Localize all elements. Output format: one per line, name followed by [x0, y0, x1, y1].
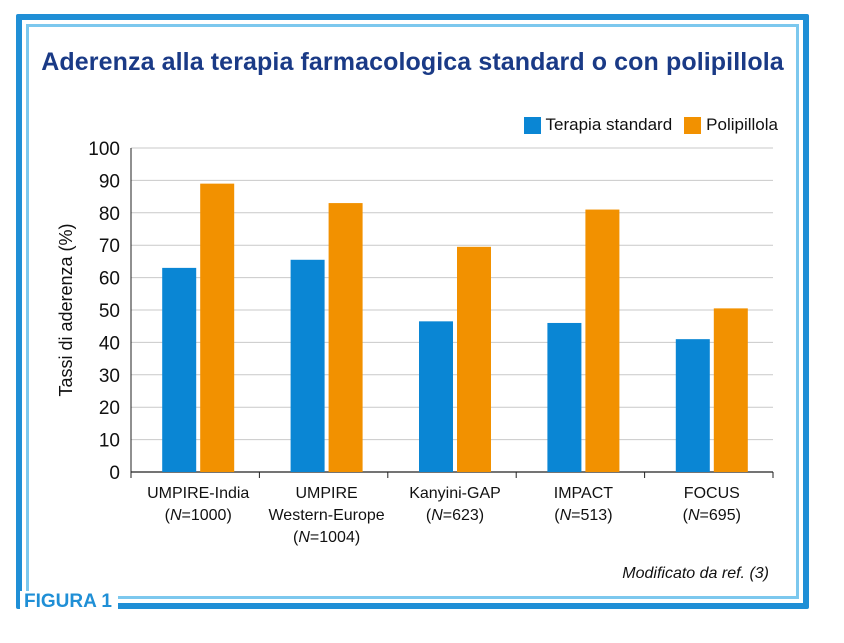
y-tick-label: 10: [99, 431, 120, 452]
legend-swatch-standard: [523, 116, 541, 134]
y-tick-label: 40: [99, 333, 120, 354]
x-tick-label: UMPIRE: [295, 485, 357, 502]
outer-frame: [16, 14, 809, 609]
x-tick-label: Western-Europe: [268, 507, 384, 524]
x-tick-label: IMPACT: [554, 485, 613, 502]
x-tick-label: FOCUS: [684, 485, 740, 502]
legend-item-standard: Terapia standard: [523, 115, 673, 135]
bar-polypill: [200, 183, 235, 472]
legend-label-polypill: Polipillola: [706, 115, 778, 134]
y-tick-label: 70: [99, 236, 120, 257]
bar-polypill: [585, 209, 620, 472]
y-tick-label: 20: [99, 398, 120, 419]
bar-standard: [290, 259, 325, 472]
y-axis-label: Tassi di aderenza (%): [56, 223, 76, 396]
inner-frame: [26, 24, 799, 599]
x-tick-label: (N=513): [554, 507, 612, 524]
y-tick-label: 0: [109, 463, 120, 484]
source-note: Modificato da ref. (3): [622, 565, 769, 582]
y-tick-label: 100: [88, 139, 120, 160]
x-tick-label: UMPIRE-India: [147, 485, 249, 502]
legend-label-standard: Terapia standard: [545, 115, 673, 134]
y-tick-label: 30: [99, 366, 120, 387]
bar-polypill: [328, 203, 363, 472]
bar-standard: [547, 322, 582, 472]
legend-swatch-polypill: [684, 116, 702, 134]
bar-standard: [162, 267, 197, 472]
chart-title: Aderenza alla terapia farmacologica stan…: [41, 48, 784, 76]
y-tick-label: 90: [99, 171, 120, 192]
bar-standard: [675, 339, 710, 472]
x-tick-label: (N=1000): [165, 507, 232, 524]
y-tick-label: 50: [99, 301, 120, 322]
legend-item-polypill: Polipillola: [684, 115, 778, 135]
bar-standard: [419, 321, 453, 472]
bar-polypill: [713, 308, 748, 472]
x-tick-label: Kanyini-GAP: [409, 485, 501, 502]
figure-label: FIGURA 1: [20, 591, 118, 613]
y-tick-label: 80: [99, 204, 120, 225]
legend: Terapia standard Polipillola: [512, 115, 778, 135]
y-tick-label: 60: [99, 269, 120, 290]
x-tick-label: (N=623): [426, 507, 484, 524]
x-tick-label: (N=1004): [293, 529, 360, 546]
x-tick-label: (N=695): [683, 507, 741, 524]
bar-polypill: [457, 246, 491, 472]
